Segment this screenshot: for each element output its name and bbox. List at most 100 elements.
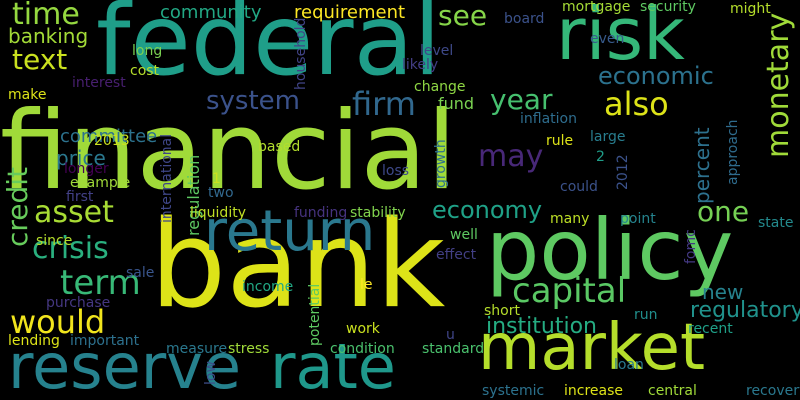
word-funding: funding [294,205,348,221]
word-return: return [204,199,376,264]
word-economic: economic [598,62,714,90]
word-loss: loss [382,163,410,179]
word-see: see [438,0,488,32]
word-recovery: recovery [746,383,800,399]
word-u: u [446,327,455,343]
word-make: make [8,87,47,103]
word-fomc: fomc [683,228,699,264]
word-federal: federal [96,0,441,98]
word-central: central [648,383,697,399]
word-even: even [590,31,625,47]
word-two: two [208,185,234,201]
word-financial: financial [0,89,457,214]
word-income: income [242,279,294,295]
word-interest: interest [72,75,126,91]
word-percent: percent [690,127,714,204]
word-recent: recent [688,321,733,337]
word-would: would [10,303,106,341]
word-institution: institution [486,314,597,339]
word-well: well [450,227,478,243]
word-longer: longer [64,161,109,177]
word-low: low [203,361,219,386]
word-1: 1 [212,171,221,187]
word-liquidity: liquidity [190,205,246,221]
word-stress: stress [228,341,270,357]
word-2013: 2013 [94,133,130,149]
word-system: system [206,86,300,116]
word-time: time [12,0,80,32]
word-international: international [159,134,175,224]
word-also: also [604,85,669,123]
word-committee: committee [60,126,158,147]
word-approach: approach [725,119,741,186]
word-board: board [504,11,545,27]
word-mortgage: mortgage [562,0,631,15]
word-effect: effect [436,247,477,263]
word-may: may [478,139,544,174]
word-long: long [132,43,163,59]
word-purchase: purchase [46,295,111,311]
word-bank: bank [150,196,446,335]
word-condition: condition [330,341,395,357]
word-rate: rate [270,330,396,400]
word-level: level [420,43,454,59]
word-banking: banking [8,24,89,48]
word-capital: capital [512,271,627,311]
word-one: one [697,195,750,228]
word-large: large [590,129,626,145]
word-security: security [640,0,696,15]
word-le: le [360,277,373,293]
word-fund: fund [438,94,475,113]
word-2: 2 [596,149,605,165]
word-based: based [258,139,301,155]
word-sale: sale [126,265,155,281]
word-new: new [702,280,744,304]
word-economy: economy [432,196,543,224]
word-term: term [60,263,141,303]
word-first: first [66,189,94,205]
word-price: price [56,146,106,170]
word-likely: likely [402,57,439,73]
word-credit: credit [1,166,34,247]
word-community: community [160,2,262,23]
word-potential: potential [307,283,323,346]
word-lending: lending [8,333,60,349]
word-policy: policy [486,201,734,299]
word-stability: stability [350,205,406,221]
word-cost: cost [130,63,160,79]
word-example: example [70,175,131,191]
word-many: many [550,211,590,227]
word-point: point [620,211,656,227]
word-increase: increase [564,383,624,399]
word-text: text [12,43,68,76]
word-could: could [560,179,598,195]
word-monetary: monetary [761,12,796,158]
word-loan: loan [614,357,644,373]
word-requirement: requirement [294,2,406,23]
word-household: household [293,17,309,90]
word-important: important [70,333,140,349]
word-change: change [414,79,466,95]
word-systemic: systemic [482,383,545,399]
word-regulatory: regulatory [690,298,800,323]
word-growth: growth [433,139,449,189]
word-2012: 2012 [615,153,631,190]
word-might: might [730,1,771,17]
word-measure: measure [166,341,228,357]
word-market: market [478,311,706,385]
word-since: since [36,233,73,249]
word-inflation: inflation [520,111,577,127]
word-year: year [490,83,553,116]
word-asset: asset [34,195,114,230]
word-rule: rule [546,133,574,149]
word-regulation: regulation [184,154,203,236]
word-risk: risk [556,0,685,76]
word-state: state [758,215,794,231]
word-crisis: crisis [32,231,109,266]
word-reserve: reserve [8,330,242,400]
word-standard: standard [422,341,485,357]
word-short: short [484,303,520,319]
word-work: work [346,321,380,337]
word-run: run [634,307,658,323]
